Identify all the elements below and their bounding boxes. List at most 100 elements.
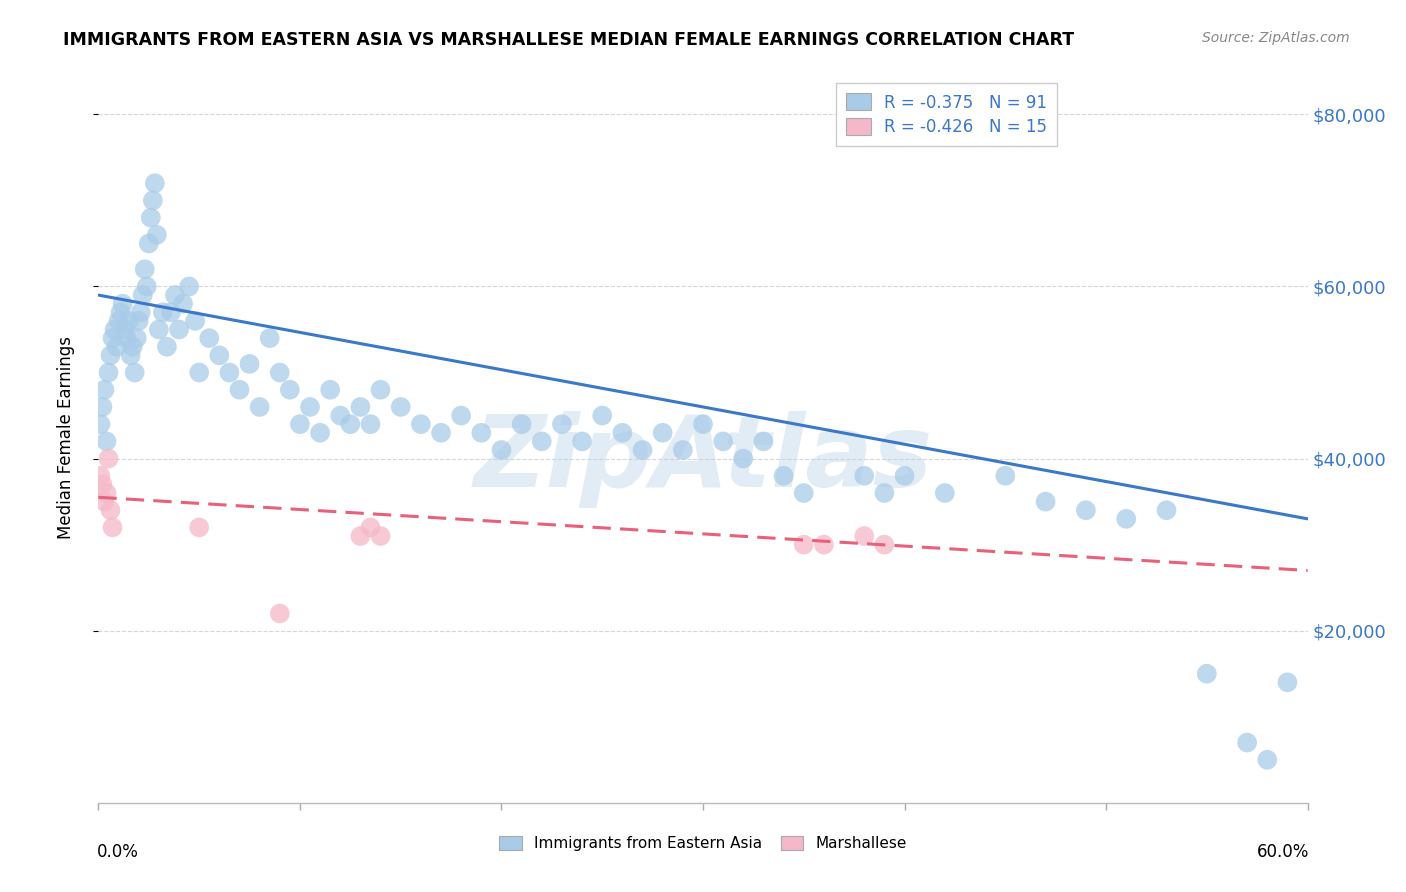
Point [93, 383, 115, 397]
Point [349, 529, 371, 543]
Point [139, 211, 162, 225]
Point [450, 409, 472, 423]
Point [793, 538, 815, 552]
Point [1074, 503, 1097, 517]
Point [733, 451, 755, 466]
Point [893, 468, 915, 483]
Point [1035, 494, 1057, 508]
Point [389, 400, 412, 414]
Point [651, 425, 673, 440]
Point [152, 305, 174, 319]
Point [228, 383, 250, 397]
Text: 0.0%: 0.0% [97, 843, 139, 861]
Point [1236, 735, 1258, 749]
Point [100, 348, 122, 362]
Point [125, 331, 148, 345]
Point [91, 400, 114, 414]
Point [409, 417, 432, 432]
Point [772, 468, 794, 483]
Point [160, 305, 183, 319]
Point [349, 400, 371, 414]
Point [711, 434, 734, 449]
Point [430, 425, 453, 440]
Point [278, 383, 301, 397]
Point [96, 434, 118, 449]
Point [134, 262, 156, 277]
Point [103, 322, 125, 336]
Point [107, 314, 129, 328]
Point [1195, 666, 1218, 681]
Text: IMMIGRANTS FROM EASTERN ASIA VS MARSHALLESE MEDIAN FEMALE EARNINGS CORRELATION C: IMMIGRANTS FROM EASTERN ASIA VS MARSHALL… [63, 31, 1074, 49]
Point [132, 288, 155, 302]
Point [172, 296, 194, 310]
Point [188, 520, 211, 534]
Point [853, 529, 876, 543]
Point [1277, 675, 1299, 690]
Point [873, 538, 896, 552]
Text: ZipAtlas: ZipAtlas [474, 410, 932, 508]
Point [129, 305, 152, 319]
Point [288, 417, 311, 432]
Point [121, 340, 143, 354]
Point [101, 520, 124, 534]
Text: 60.0%: 60.0% [1257, 843, 1309, 861]
Point [120, 348, 142, 362]
Point [184, 314, 207, 328]
Y-axis label: Median Female Earnings: Median Female Earnings [56, 335, 75, 539]
Point [631, 442, 654, 457]
Point [89, 468, 111, 483]
Point [146, 227, 169, 242]
Point [360, 417, 382, 432]
Point [218, 366, 240, 380]
Point [138, 236, 160, 251]
Point [672, 442, 695, 457]
Point [111, 296, 134, 310]
Point [110, 305, 132, 319]
Point [813, 538, 835, 552]
Point [89, 417, 111, 432]
Point [994, 468, 1017, 483]
Point [612, 425, 634, 440]
Point [249, 400, 271, 414]
Point [114, 322, 136, 336]
Point [259, 331, 281, 345]
Point [1256, 753, 1278, 767]
Point [163, 288, 186, 302]
Point [551, 417, 574, 432]
Point [370, 529, 392, 543]
Point [591, 409, 613, 423]
Point [1156, 503, 1178, 517]
Point [329, 409, 352, 423]
Point [530, 434, 553, 449]
Point [97, 366, 120, 380]
Point [148, 322, 170, 336]
Point [91, 477, 114, 491]
Point [571, 434, 593, 449]
Point [208, 348, 231, 362]
Point [692, 417, 714, 432]
Point [309, 425, 332, 440]
Point [100, 503, 122, 517]
Point [510, 417, 533, 432]
Point [143, 176, 166, 190]
Point [360, 520, 382, 534]
Point [752, 434, 775, 449]
Point [239, 357, 262, 371]
Point [124, 366, 146, 380]
Point [135, 279, 157, 293]
Point [105, 340, 128, 354]
Point [299, 400, 322, 414]
Point [319, 383, 342, 397]
Point [188, 366, 211, 380]
Point [115, 331, 138, 345]
Point [101, 331, 124, 345]
Point [179, 279, 201, 293]
Point [97, 451, 120, 466]
Point [934, 486, 956, 500]
Point [470, 425, 492, 440]
Point [93, 494, 115, 508]
Point [793, 486, 815, 500]
Point [339, 417, 361, 432]
Point [128, 314, 150, 328]
Point [491, 442, 513, 457]
